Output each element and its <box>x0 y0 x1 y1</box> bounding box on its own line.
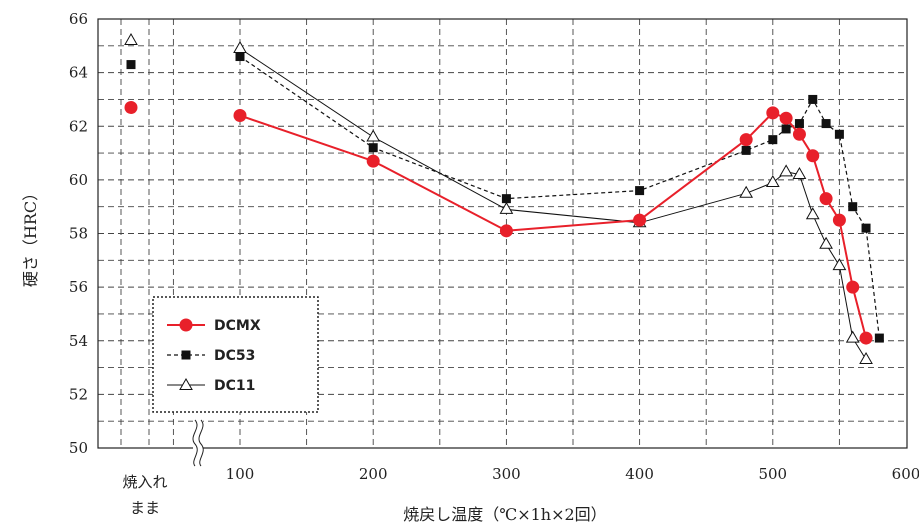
y-tick-label: 52 <box>69 385 88 403</box>
data-point-dc11 <box>832 258 847 271</box>
data-point-dcmx <box>846 280 860 294</box>
legend-box <box>152 296 319 413</box>
axis-break-gap <box>193 420 203 466</box>
data-point-dc53 <box>235 52 245 62</box>
data-point-dc11 <box>819 236 833 249</box>
legend-item-dcmx: DCMX <box>167 318 261 334</box>
data-point-dc53 <box>834 129 844 139</box>
data-point-dc53 <box>781 124 791 134</box>
data-point-dcmx <box>792 127 806 141</box>
legend-marker-dc53 <box>181 350 191 360</box>
data-point-dc53 <box>368 143 378 153</box>
y-tick-labels: 50 52 54 56 58 60 62 64 66 <box>69 10 88 457</box>
y-axis-title: 硬さ（HRC） <box>21 185 40 287</box>
data-point-dc11 <box>765 175 780 188</box>
data-point-dc11 <box>366 129 381 142</box>
x-axis-title: 焼戻し温度（℃×1h×2回） <box>403 505 606 524</box>
legend-item-dc11: DC11 <box>167 377 255 394</box>
data-point-dcmx <box>233 109 247 123</box>
data-point-dc53 <box>861 223 871 233</box>
y-tick-label: 60 <box>69 171 88 189</box>
data-point-dc53 <box>741 145 751 155</box>
data-point-dc53 <box>768 135 778 145</box>
data-point-dcmx <box>766 106 780 120</box>
legend-label-dc53: DC53 <box>214 348 255 364</box>
y-tick-label: 64 <box>69 64 88 82</box>
x-tick-labels: 100 200 300 400 500 600 <box>226 465 919 483</box>
series-line-dcmx <box>239 111 867 339</box>
axis-break-mark <box>192 419 198 467</box>
plot-frame <box>97 18 908 449</box>
legend: DCMX DC53 DC11 <box>152 296 319 413</box>
data-point-dc53 <box>794 119 804 129</box>
data-point-dc11 <box>859 352 873 365</box>
legend-item-dc53: DC53 <box>167 348 255 364</box>
data-point-dcmx <box>366 154 380 168</box>
data-point-dc11 <box>792 167 807 180</box>
x-tick-label: 400 <box>625 465 654 483</box>
as-quenched-label-line2: まま <box>130 499 160 517</box>
y-tick-label: 62 <box>69 117 88 135</box>
x-tick-label: 600 <box>892 465 919 483</box>
series-line-dc53 <box>239 56 880 339</box>
y-tick-label: 50 <box>69 439 88 457</box>
legend-label-dc11: DC11 <box>214 378 255 394</box>
data-point-dcmx <box>124 100 138 114</box>
x-tick-label: 200 <box>359 465 388 483</box>
data-point-dc53 <box>635 186 645 196</box>
data-point-dc11 <box>739 185 754 198</box>
series-line-dc11 <box>239 48 867 360</box>
y-tick-label: 58 <box>69 225 88 243</box>
axis-break-mark <box>198 419 204 467</box>
data-point-dc11 <box>499 201 514 214</box>
data-point-dc11 <box>845 330 860 343</box>
data-point-dcmx <box>859 331 873 345</box>
data-point-dcmx <box>806 149 820 163</box>
series-layer <box>124 32 884 365</box>
data-point-dc11 <box>124 32 138 45</box>
x-tick-label: 300 <box>492 465 521 483</box>
data-point-dcmx <box>739 133 753 147</box>
y-tick-label: 56 <box>69 278 88 296</box>
grid <box>98 19 907 448</box>
data-point-dcmx <box>779 111 793 125</box>
data-point-dc53 <box>821 119 831 129</box>
x-tick-label: 500 <box>758 465 787 483</box>
data-point-dcmx <box>832 213 846 227</box>
data-point-dc53 <box>501 194 511 204</box>
legend-label-dcmx: DCMX <box>214 318 261 334</box>
as-quenched-label-line1: 焼入れ <box>122 473 167 491</box>
y-tick-label: 54 <box>69 332 88 350</box>
series-dc11 <box>124 32 873 365</box>
data-point-dcmx <box>819 192 833 206</box>
data-point-dc53 <box>848 202 858 212</box>
data-point-dcmx <box>499 224 513 238</box>
series-dcmx <box>124 100 873 345</box>
axis-break <box>192 419 204 467</box>
data-point-dc53 <box>126 60 136 70</box>
y-tick-label: 66 <box>69 10 88 28</box>
legend-marker-dc11 <box>179 377 193 390</box>
data-point-dc53 <box>808 94 818 104</box>
data-point-dc11 <box>805 207 820 220</box>
data-point-dc53 <box>874 333 884 343</box>
data-point-dc11 <box>779 164 793 177</box>
data-point-dc11 <box>233 40 247 53</box>
x-tick-label: 100 <box>226 465 255 483</box>
legend-marker-dcmx <box>179 318 193 332</box>
data-point-dcmx <box>633 213 647 227</box>
